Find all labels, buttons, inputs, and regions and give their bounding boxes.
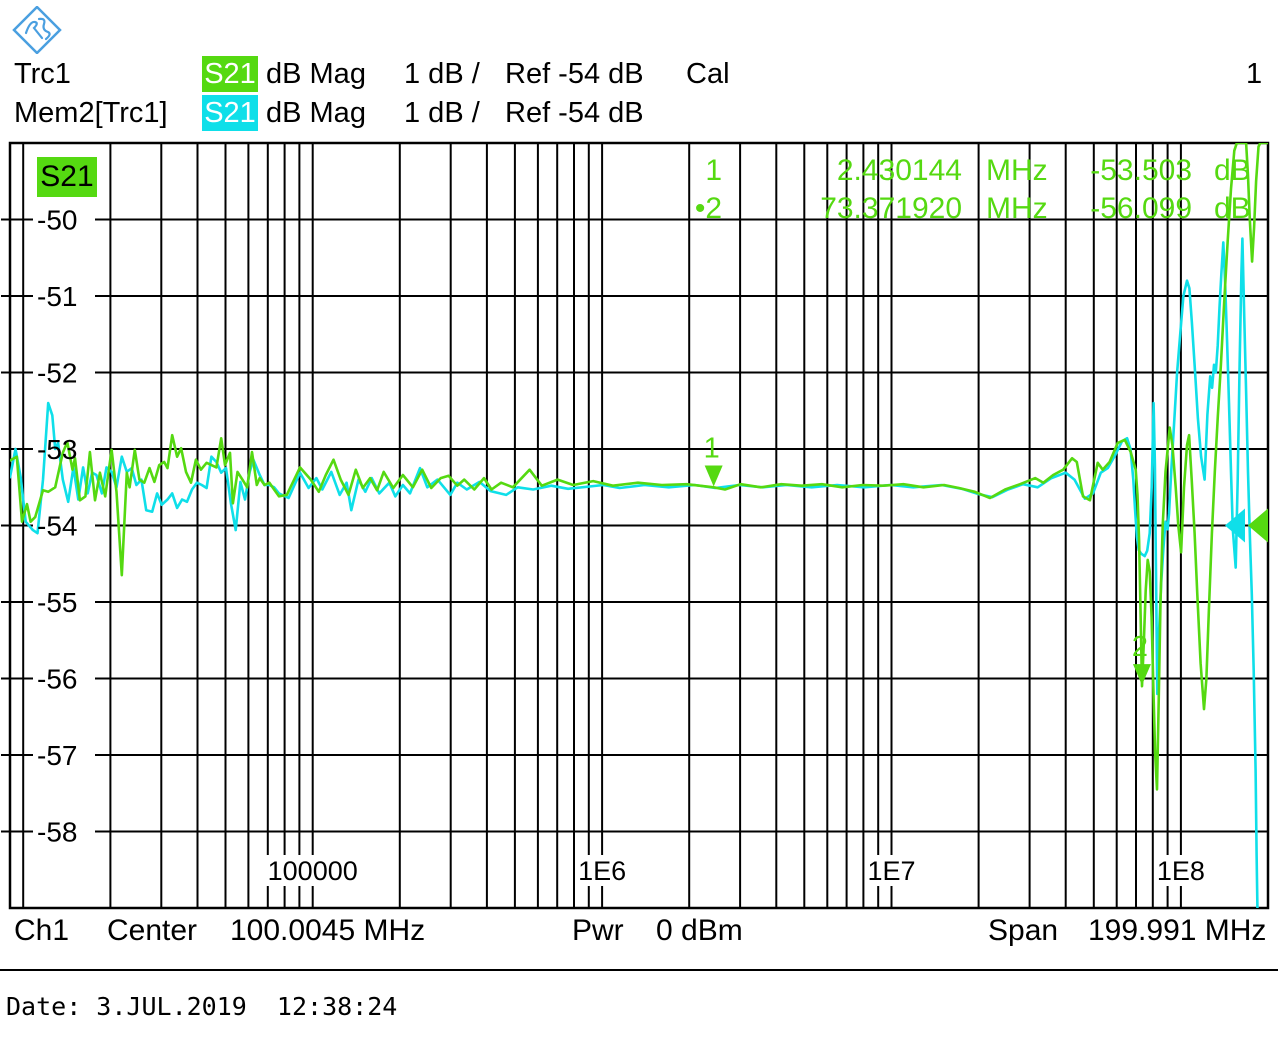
x-tick-label: 1E7 (867, 856, 915, 886)
x-tick-label: 1E8 (1157, 856, 1205, 886)
y-tick-label: -50 (37, 205, 77, 236)
marker1-freq: 2.430144 (836, 154, 962, 187)
trace2-meas-chip: S21 (202, 95, 258, 131)
power-value: 0 dBm (656, 914, 743, 947)
tick-label-boxes (33, 203, 1208, 886)
measurement-label-chip: S21 (37, 157, 97, 197)
trace-curve-Trc1 (10, 143, 1268, 791)
marker2-id: •2 (694, 192, 722, 225)
marker-1-label: 1 (704, 432, 720, 464)
marker-2-triangle (1132, 664, 1151, 686)
traces (10, 143, 1268, 908)
trace1-name: Trc1 (14, 58, 71, 90)
span-label: Span (988, 914, 1059, 947)
date-time-text: Date: 3.JUL.2019 12:38:24 (6, 992, 398, 1021)
ref-level-arrow-Trc1 (1248, 508, 1268, 543)
grid (1, 143, 1268, 908)
marker-1-triangle (704, 465, 723, 487)
rs-logo (12, 5, 62, 55)
marker2-level: -56.099 (1090, 192, 1192, 225)
ref-level-arrow-Mem2Trc1 (1225, 508, 1245, 543)
center-value: 100.0045 MHz (230, 914, 426, 947)
y-tick-label: -56 (37, 664, 77, 695)
x-tick-label: 1E6 (578, 856, 626, 886)
marker1-level-unit: dB (1214, 154, 1251, 187)
power-label: Pwr (572, 914, 624, 947)
y-tick-label: -57 (37, 740, 77, 771)
statusbar-divider (0, 969, 1278, 971)
marker-readout-row-2: •2 73.371920 MHz -56.099 dB (0, 190, 1278, 228)
trace1-scale: 1 dB / (404, 58, 480, 90)
marker2-freq-unit: MHz (986, 192, 1048, 225)
center-label: Center (107, 914, 198, 947)
window-number: 1 (1246, 58, 1263, 90)
trace2-ref: Ref -54 dB (505, 97, 644, 129)
rs-logo-icon (12, 5, 62, 55)
trace2-name: Mem2[Trc1] (14, 97, 168, 129)
marker2-freq: 73.371920 (820, 192, 962, 225)
marker1-freq-unit: MHz (986, 154, 1048, 187)
y-tick-label: -52 (37, 358, 77, 389)
trace2-format: dB Mag (266, 97, 366, 129)
span-value: 199.991 MHz (1088, 914, 1267, 947)
channel-label: Ch1 (14, 914, 70, 947)
marker1-level: -53.503 (1090, 154, 1192, 187)
trace1-format: dB Mag (266, 58, 366, 90)
trace2-scale: 1 dB / (404, 97, 480, 129)
trace-curve-Mem2Trc1 (10, 237, 1259, 908)
trace1-meas-chip: S21 (202, 56, 258, 92)
x-tick-label: 100000 (268, 856, 358, 886)
marker2-level-unit: dB (1214, 192, 1251, 225)
marker1-id: 1 (705, 154, 722, 187)
tick-labels: -50 -51 -52 -53 -54 -55 -56 -57 -58 100000 1E6 1E7 1… (37, 205, 1205, 887)
y-tick-label: -53 (37, 434, 77, 465)
y-tick-label: -51 (37, 281, 77, 312)
trace1-cal-flag: Cal (686, 58, 730, 90)
y-tick-label: -54 (37, 511, 77, 542)
y-tick-label: -58 (37, 817, 77, 848)
y-tick-label: -55 (37, 587, 77, 618)
marker-readout-row-1: 1 2.430144 MHz -53.503 dB (0, 152, 1278, 190)
trace1-ref: Ref -54 dB (505, 58, 644, 90)
marker-2-label: 2 (1132, 631, 1148, 663)
